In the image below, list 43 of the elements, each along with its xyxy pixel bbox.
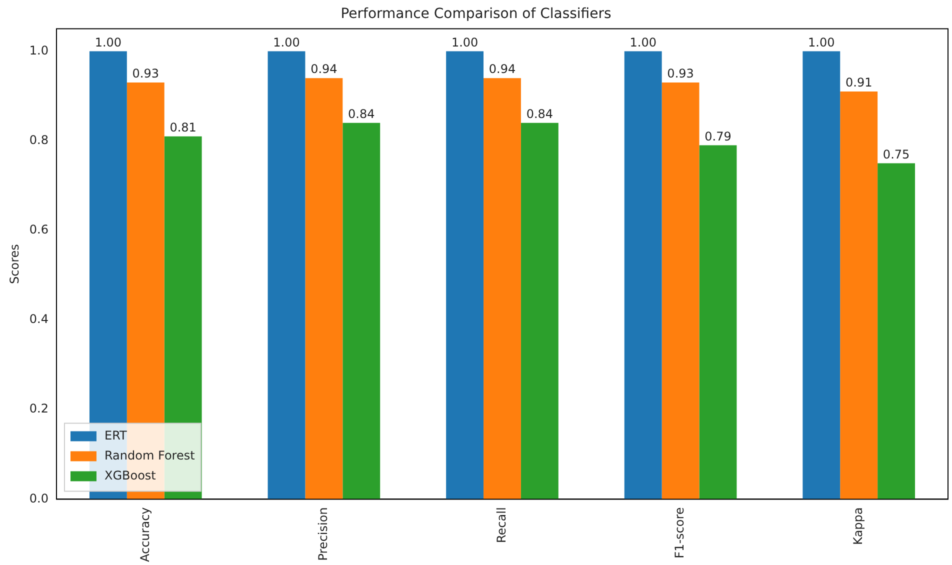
bar <box>802 51 840 500</box>
bar <box>699 145 737 500</box>
chart-title: Performance Comparison of Classifiers <box>340 6 612 22</box>
bar <box>840 92 878 500</box>
data-label: 0.84 <box>348 107 375 122</box>
y-axis-title: Scores <box>7 244 22 284</box>
legend-label: XGBoost <box>104 468 156 482</box>
data-label: 0.91 <box>845 76 872 90</box>
bar <box>520 122 558 500</box>
data-label: 0.81 <box>170 120 196 134</box>
x-tick-label: Kappa <box>850 507 865 545</box>
y-tick-label: 0.6 <box>29 222 48 237</box>
data-label: 0.84 <box>526 107 554 122</box>
bar <box>268 51 306 500</box>
bar <box>484 78 521 500</box>
data-label: 0.93 <box>132 66 159 81</box>
bar <box>624 51 662 500</box>
x-tick-label: Accuracy <box>138 507 152 562</box>
bar <box>662 82 700 500</box>
data-label: 1.00 <box>808 35 835 50</box>
y-tick-label: 1.0 <box>29 43 48 58</box>
bar <box>305 78 343 500</box>
y-tick-label: 0.8 <box>29 132 48 147</box>
bar <box>878 163 916 500</box>
y-tick-label: 0.0 <box>29 491 48 506</box>
data-label: 1.00 <box>630 35 656 50</box>
legend-label: Random Forest <box>104 448 196 462</box>
y-tick-label: 0.4 <box>29 312 48 326</box>
data-label: 0.93 <box>667 66 694 81</box>
bar <box>446 51 484 500</box>
data-label: 1.00 <box>451 35 478 50</box>
x-tick-label: F1-score <box>672 507 687 558</box>
data-label: 0.94 <box>488 62 516 76</box>
data-label: 0.75 <box>882 147 910 162</box>
data-label: 0.94 <box>310 62 338 76</box>
bar <box>342 122 380 500</box>
y-tick-label: 0.2 <box>29 402 48 416</box>
x-tick-label: Precision <box>316 507 330 561</box>
x-tick-label: Recall <box>494 507 508 544</box>
legend-label: ERT <box>104 428 128 442</box>
data-label: 1.00 <box>273 35 300 50</box>
data-label: 1.00 <box>94 35 122 50</box>
data-label: 0.79 <box>704 129 732 144</box>
